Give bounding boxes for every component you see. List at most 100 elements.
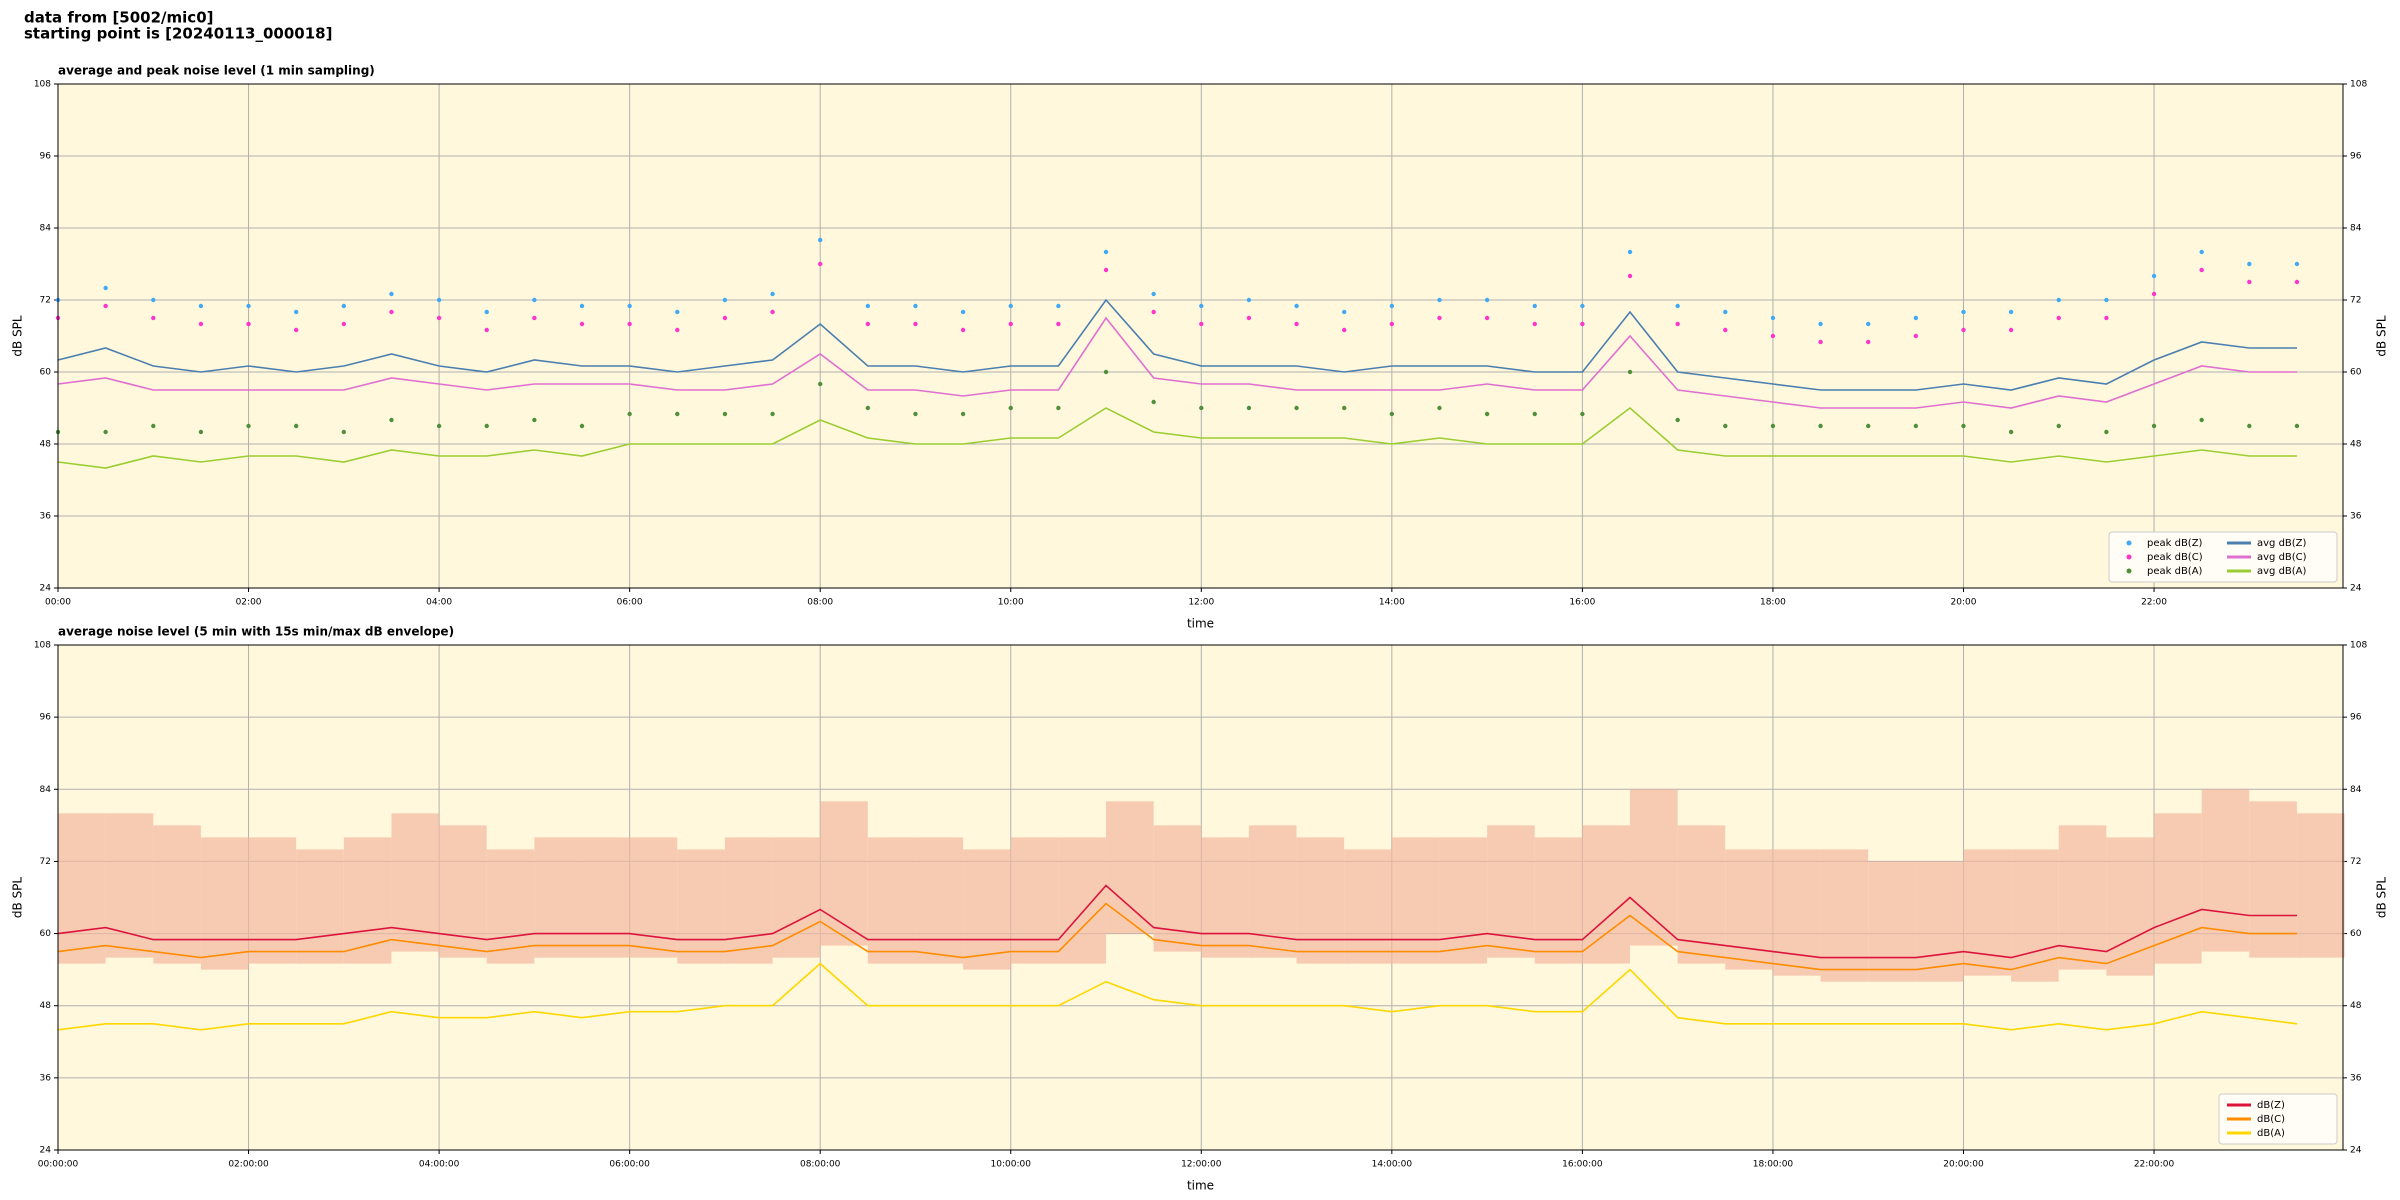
peak-point — [1056, 321, 1061, 327]
peak-point — [2247, 279, 2252, 285]
peak-point — [1770, 333, 1776, 339]
series-line — [57, 902, 2297, 971]
y-tick-label: 60 — [40, 368, 52, 378]
peak-point — [1627, 369, 1633, 375]
envelope-band — [1582, 825, 1630, 964]
x-tick-label: 06:00 — [617, 598, 643, 608]
peak-point — [1056, 405, 1061, 411]
peak-point — [770, 411, 775, 417]
peak-point — [341, 429, 347, 435]
legend-label: peak dB(C) — [2147, 552, 2203, 563]
envelope-band — [582, 837, 630, 958]
peak-point — [913, 303, 918, 309]
peak-point — [2008, 327, 2014, 333]
peak-point — [1151, 399, 1156, 405]
peak-point — [198, 303, 204, 309]
peak-point — [198, 429, 204, 435]
series-line — [57, 298, 2297, 391]
x-tick-label: 12:00 — [1188, 598, 1214, 608]
peak-point — [1723, 327, 1728, 333]
series-line — [57, 316, 2297, 409]
x-tick-label: 18:00:00 — [1753, 1160, 1794, 1170]
peak-point — [1199, 303, 1204, 309]
peak-point — [389, 417, 394, 423]
x-tick-label: 18:00 — [1760, 598, 1786, 608]
peak-point — [2247, 261, 2252, 267]
peak-point — [1199, 321, 1204, 327]
peak-point — [770, 291, 775, 297]
x-tick-label: 00:00:00 — [38, 1160, 79, 1170]
legend-swatch — [2126, 554, 2132, 560]
x-tick-label: 20:00 — [1951, 598, 1977, 608]
peak-point — [484, 327, 489, 333]
peak-point — [1151, 291, 1156, 297]
peak-point — [1246, 297, 1252, 303]
x-tick-label: 22:00 — [2141, 598, 2167, 608]
envelope-band — [439, 825, 487, 958]
y-axis-label: dB SPL — [11, 877, 25, 919]
peak-point — [627, 321, 632, 327]
peak-point — [1532, 411, 1537, 417]
peak-point — [151, 423, 156, 429]
y-tick-label: 96 — [40, 152, 52, 162]
envelope-band — [677, 849, 725, 964]
envelope-band — [1106, 801, 1154, 934]
peak-point — [817, 237, 823, 243]
peak-point — [1866, 321, 1871, 327]
peak-point — [293, 423, 299, 429]
peak-point — [1818, 321, 1823, 327]
peak-point — [389, 309, 394, 315]
peak-point — [198, 321, 204, 327]
peak-point — [627, 303, 632, 309]
envelope-band — [820, 801, 868, 946]
peak-point — [2294, 423, 2300, 429]
y2-tick-label: 84 — [2350, 224, 2362, 234]
plot-frame — [57, 83, 2344, 589]
x-tick-label: 08:00:00 — [800, 1160, 841, 1170]
peak-point — [484, 309, 489, 315]
peak-point — [960, 327, 966, 333]
envelope-band — [1725, 849, 1773, 970]
legend-label: dB(A) — [2257, 1128, 2285, 1139]
peak-point — [2151, 423, 2157, 429]
peak-point — [1389, 303, 1395, 309]
peak-point — [103, 285, 108, 291]
peak-point — [817, 381, 823, 387]
envelope-band — [296, 849, 344, 964]
envelope-band — [1630, 789, 1678, 946]
envelope-band — [1391, 837, 1440, 964]
legend-label: dB(Z) — [2257, 1100, 2285, 1111]
envelope-band — [1201, 837, 1249, 958]
peak-point — [1008, 303, 1013, 309]
peak-point — [1866, 339, 1871, 345]
x-tick-label: 14:00:00 — [1372, 1160, 1413, 1170]
peak-point — [1484, 297, 1490, 303]
peak-point — [246, 423, 251, 429]
y2-tick-label: 96 — [2350, 152, 2362, 162]
x-tick-label: 16:00 — [1569, 598, 1595, 608]
peak-point — [675, 309, 680, 315]
x-tick-label: 02:00:00 — [228, 1160, 269, 1170]
peak-point — [532, 315, 537, 321]
peak-point — [579, 303, 585, 309]
y2-axis-label: dB SPL — [2375, 877, 2389, 919]
peak-point — [865, 303, 871, 309]
x-tick-label: 10:00 — [998, 598, 1024, 608]
y-tick-label: 72 — [40, 296, 51, 306]
envelope-band — [867, 837, 916, 964]
x-tick-label: 06:00:00 — [609, 1160, 650, 1170]
envelope-band — [1010, 837, 1059, 964]
y2-tick-label: 48 — [2350, 440, 2362, 450]
peak-point — [865, 321, 871, 327]
envelope-band — [915, 837, 964, 964]
peak-point — [341, 321, 347, 327]
peak-point — [341, 303, 347, 309]
peak-point — [1246, 405, 1252, 411]
peak-point — [1151, 309, 1156, 315]
peak-point — [817, 261, 823, 267]
envelope-band — [1248, 825, 1297, 958]
peak-point — [2199, 417, 2204, 423]
envelope-band — [2011, 849, 2059, 982]
peak-point — [1913, 315, 1919, 321]
envelope-band — [1487, 825, 1535, 958]
